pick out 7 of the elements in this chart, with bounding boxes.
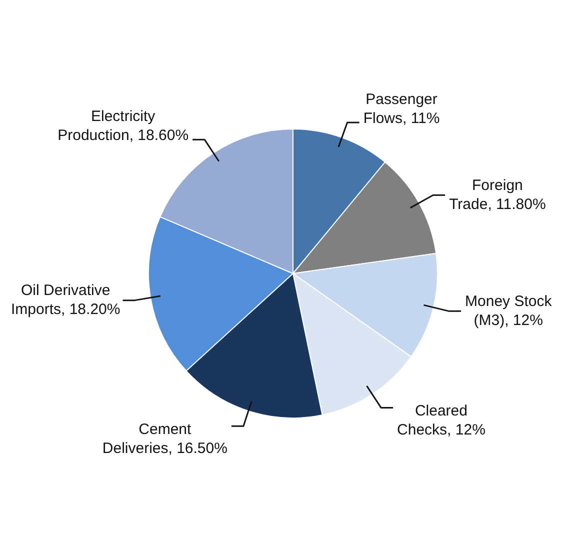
slice-label: Oil Derivative Imports, 18.20% bbox=[11, 282, 120, 318]
slice-label: Cement Deliveries, 16.50% bbox=[102, 420, 228, 457]
slice-label: Foreign Trade, 11.80% bbox=[449, 176, 546, 213]
slice-label: Cleared Checks, 12% bbox=[397, 402, 486, 438]
slice-label: Electricity Production, 18.60% bbox=[58, 108, 189, 144]
slice-label: Money Stock (M3), 12% bbox=[465, 292, 552, 329]
slice-label: Passenger Flows, 11% bbox=[363, 91, 440, 128]
